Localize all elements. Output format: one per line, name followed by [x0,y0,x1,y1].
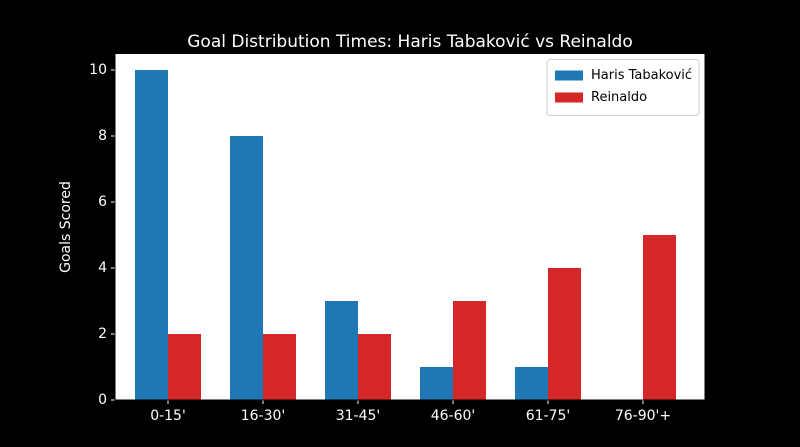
legend-swatch [555,70,583,81]
x-tick-label: 31-45' [336,408,381,424]
bar [135,70,168,400]
legend-label: Reinaldo [591,90,647,105]
bar [230,136,263,400]
bar [358,334,391,400]
bar [263,334,296,400]
bar [168,334,201,400]
y-tick-label: 8 [98,128,107,144]
legend-box [546,59,700,116]
plot-frame [114,53,706,401]
bar [548,268,581,400]
bar [515,367,548,400]
legend-label: Haris Tabaković [591,68,692,83]
bar [325,301,358,400]
x-tick-label: 76-90'+ [615,408,671,424]
legend-swatch [555,92,583,103]
bar [420,367,453,400]
y-tick-label: 0 [98,392,107,408]
bar [643,235,676,400]
y-tick-label: 10 [89,62,107,78]
bar [453,301,486,400]
x-tick-label: 16-30' [241,408,286,424]
chart-title: Goal Distribution Times: Haris Tabaković… [187,32,633,52]
y-axis-label: Goals Scored [58,181,74,273]
y-tick-label: 4 [98,260,107,276]
x-tick-label: 0-15' [150,408,186,424]
y-tick-label: 6 [98,194,107,210]
x-tick-label: 61-75' [526,408,571,424]
x-tick-label: 46-60' [431,408,476,424]
y-tick-label: 2 [98,326,107,342]
